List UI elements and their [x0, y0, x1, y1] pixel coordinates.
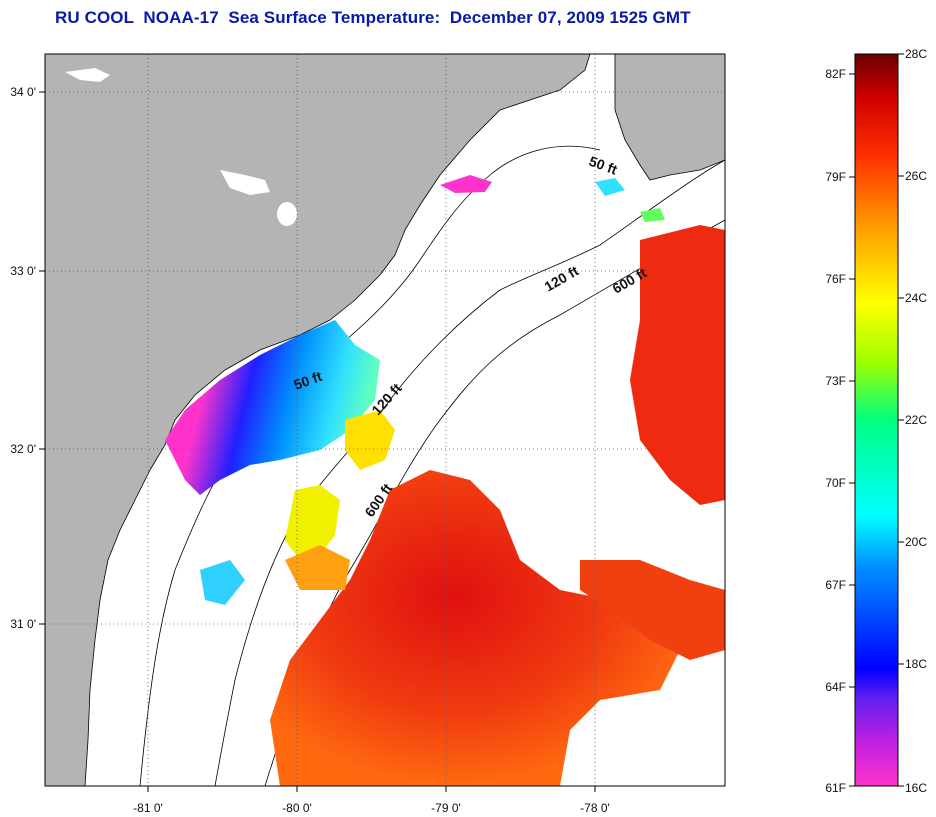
map-title: RU COOL NOAA-17 Sea Surface Temperature:… [55, 8, 691, 27]
land-area [45, 54, 591, 786]
colorbar-ticks [849, 53, 904, 787]
colorbar-f-label: 70F [825, 476, 846, 490]
lon-tick-label: -80 0' [282, 801, 312, 815]
sst-warm-region-east [630, 225, 725, 505]
sst-yellow-patch-2 [345, 410, 395, 470]
graticule [45, 54, 725, 786]
lon-tick-label: -78 0' [580, 801, 610, 815]
colorbar-f-label: 67F [825, 578, 846, 592]
colorbar-f-label: 79F [825, 170, 846, 184]
colorbar-c-label: 20C [905, 535, 927, 549]
sst-cyan-patch-north [595, 178, 625, 196]
sst-warm-region-south [270, 470, 680, 786]
colorbar-c-label: 26C [905, 169, 927, 183]
sst-cyan-patch [200, 560, 245, 605]
colorbar-c-label: 28C [905, 47, 927, 61]
colorbar-f-label: 64F [825, 680, 846, 694]
lat-tick-label: 31 0' [10, 617, 36, 631]
colorbar-f-label: 61F [825, 781, 846, 795]
lat-tick-label: 33 0' [10, 264, 36, 278]
lon-tick-label: -79 0' [431, 801, 461, 815]
sst-orange-patch [285, 545, 350, 590]
colorbar [854, 53, 899, 787]
colorbar-f-label: 82F [825, 67, 846, 81]
colorbar-c-label: 16C [905, 781, 927, 795]
colorbar-c-label: 22C [905, 413, 927, 427]
contour-120ft [214, 159, 725, 786]
sst-yellow-patch [285, 485, 340, 560]
sst-green-patch [640, 208, 665, 222]
sst-cool-nearshore [165, 320, 380, 495]
lat-tick-label: 32 0' [10, 442, 36, 456]
land-area-northeast [614, 54, 725, 181]
sst-pink-patch-north [440, 175, 492, 193]
lon-tick-label: -81 0' [133, 801, 163, 815]
map-content [45, 54, 725, 786]
axis-ticks [39, 91, 596, 792]
inland-water [65, 68, 297, 226]
map-frame [44, 53, 726, 787]
colorbar-c-label: 18C [905, 657, 927, 671]
colorbar-f-label: 76F [825, 272, 846, 286]
sst-warm-region-east-lower [580, 560, 725, 660]
lat-tick-label: 34 0' [10, 85, 36, 99]
colorbar-c-label: 24C [905, 291, 927, 305]
colorbar-f-label: 73F [825, 374, 846, 388]
